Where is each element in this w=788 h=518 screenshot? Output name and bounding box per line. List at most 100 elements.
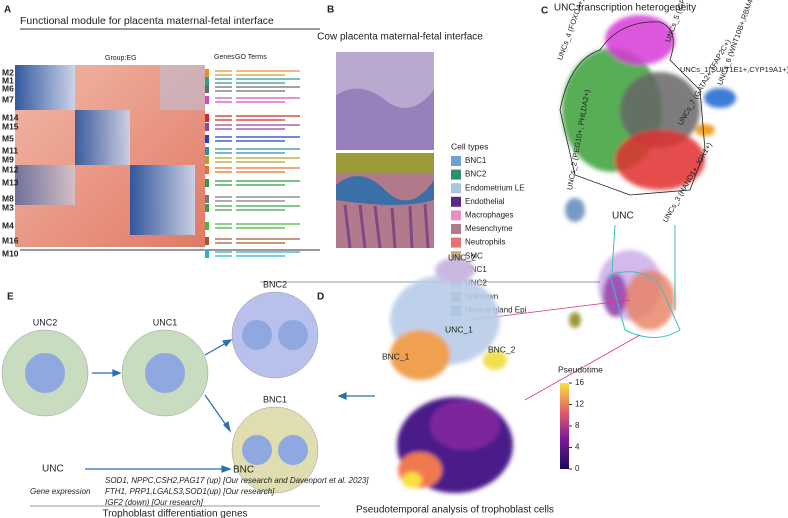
cluster-label: UNC_1 (445, 324, 473, 334)
module-bar (205, 166, 209, 174)
colorbar-ticks: 0 4 8 12 16 (569, 378, 584, 473)
to-label: BNC (233, 465, 254, 476)
connector (611, 224, 616, 273)
module-bar (205, 77, 209, 85)
module-bar (205, 195, 209, 203)
module-bar (205, 237, 209, 245)
cell-label: BNC1 (263, 394, 287, 404)
module-label: M5 (2, 133, 14, 143)
cell-cloud (565, 198, 585, 222)
module-bar (205, 222, 209, 230)
module-label: M6 (2, 83, 14, 93)
nucleus (242, 435, 272, 465)
legend-swatch (451, 156, 461, 166)
module-bar (205, 179, 209, 187)
legend-title: Cell types (451, 141, 488, 151)
nucleus (25, 353, 65, 393)
column-header: Genes (214, 54, 235, 61)
panel-d: D Pseudotime 0 4 8 12 16 UNC_2 UNC_1 BNC_1 BNC_… (260, 252, 641, 516)
cell-diagram: UNC2 UNC1 BNC2 BNC1 (1, 279, 319, 494)
nucleus (278, 320, 308, 350)
histology-tissue (336, 88, 434, 150)
gene-lines: SOD1, NPPC,CSH2,PAG17 (up) [Our research… (105, 476, 369, 507)
legend-label: Neutrophils (465, 238, 505, 247)
cluster-outline (559, 21, 706, 196)
panel-b: B Cow placenta maternal-fetal interface … (317, 5, 527, 316)
cluster-cloud (704, 88, 736, 108)
cluster-label: UNCs_1(SULT1E1+,CYP19A1+) (680, 65, 788, 74)
panel-label: E (7, 292, 14, 303)
heatmap-block (15, 165, 75, 205)
cell-label: UNC1 (153, 317, 178, 327)
module-bar (205, 69, 209, 77)
gene-line: SOD1, NPPC,CSH2,PAG17 (up) [Our research… (105, 476, 369, 485)
subset-label: UNC (612, 211, 634, 222)
legend-label: Mesenchyme (465, 224, 513, 233)
module-label: M14 (2, 112, 19, 122)
cell-label: BNC2 (263, 279, 287, 289)
gene-line: FTH1, PRP1,LGALS3,SOD1(up) [Our research… (105, 487, 275, 496)
cluster-labels: UNC_2 UNC_1 BNC_1 BNC_2 (382, 252, 516, 361)
gene-line: IGF2 (down) [Our research] (105, 498, 204, 507)
module-bar (205, 250, 209, 258)
legend-label: BNC2 (465, 170, 487, 179)
module-label: M16 (2, 235, 19, 245)
legend-label: SMC (465, 251, 483, 260)
module-label: M8 (2, 193, 14, 203)
legend-swatch (451, 196, 461, 207)
colorbar-tick-label: 8 (575, 421, 580, 430)
legend-label: Macrophages (465, 211, 513, 220)
nucleus (278, 435, 308, 465)
heatmap-block (160, 65, 205, 110)
cluster-cloud (620, 72, 700, 148)
panel-a: A Functional module for placenta materna… (2, 5, 320, 258)
heatmap-title: Group:EG (105, 55, 137, 62)
module-label: M3 (2, 202, 14, 212)
legend-label: Endometrium LE (465, 183, 525, 192)
spatial-region (336, 176, 434, 205)
legend-swatch (451, 210, 461, 221)
cluster-label: BNC_2 (488, 344, 516, 354)
cell (231, 291, 319, 379)
legend-label: Endothelial (465, 197, 505, 206)
cell-cloud (430, 400, 500, 450)
module-label: M1 (2, 75, 14, 85)
module-label: M11 (2, 145, 18, 155)
panel-title: Trophoblast differentiation genes (102, 509, 247, 518)
nucleus (242, 320, 272, 350)
cell-cloud (435, 258, 475, 282)
panel-title: Functional module for placenta maternal-… (20, 15, 274, 27)
colorbar-tick-label: 12 (575, 400, 584, 409)
panel-label: C (541, 6, 548, 17)
panel-title: Cow placenta maternal-fetal interface (317, 32, 483, 43)
legend-label: UNC1 (465, 265, 487, 274)
cluster-label: UNC_2 (448, 252, 476, 262)
module-bar (205, 204, 209, 212)
colorbar (560, 383, 569, 469)
cell-label: UNC2 (33, 317, 58, 327)
module-bar (205, 135, 209, 143)
gene-label: Gene expression (30, 487, 91, 496)
subset-outline (609, 271, 681, 338)
cell-cloud (569, 312, 581, 328)
module-bar (205, 147, 209, 155)
connector (524, 334, 641, 401)
cluster-label: BNC_1 (382, 351, 410, 361)
umap (562, 15, 736, 330)
module-label: M10 (2, 248, 19, 258)
from-label: UNC (42, 464, 64, 475)
heatmap-block (15, 65, 75, 110)
module-label: M12 (2, 164, 19, 174)
arrows (85, 339, 375, 473)
module-bar (205, 156, 209, 164)
legend-swatch (451, 237, 461, 248)
colorbar-tick-label: 0 (575, 464, 580, 473)
module-label: M2 (2, 67, 14, 77)
module-label: M7 (2, 94, 14, 104)
panel-c: C UNC transcription heterogeneity UNCs_4… (541, 0, 788, 338)
heatmap-block (75, 110, 130, 165)
cluster-cloud (605, 15, 675, 65)
panel-title: UNC transcription heterogeneity (554, 3, 696, 14)
spatial-villi (343, 203, 430, 249)
